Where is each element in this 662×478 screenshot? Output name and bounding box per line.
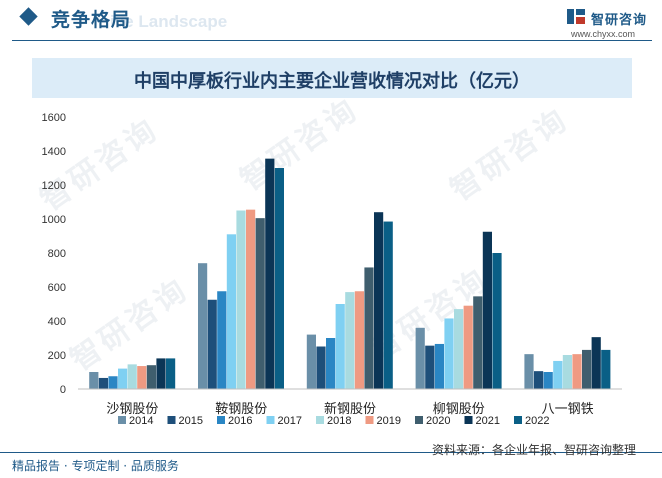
bar-2018	[345, 292, 355, 389]
bar-2020	[364, 267, 374, 389]
bar-2014	[306, 334, 316, 389]
bar-2022	[383, 221, 393, 389]
y-tick-label: 800	[48, 248, 66, 260]
bar-2015	[207, 299, 217, 389]
section-title-ghost: ive Landscape	[110, 12, 228, 31]
bar-2015	[425, 345, 435, 389]
y-tick-label: 1600	[42, 112, 66, 124]
x-category-label: 鞍钢股份	[215, 401, 267, 417]
section-title: 竞争格局	[51, 9, 132, 31]
bar-2016	[108, 376, 118, 389]
footer-slogan: 精品报告 · 专项定制 · 品质服务	[12, 459, 179, 473]
x-category-label: 八一钢铁	[542, 402, 594, 417]
bar-2021	[265, 158, 275, 389]
bar-2019	[137, 366, 147, 389]
x-category-label: 沙钢股份	[106, 402, 158, 417]
bar-2017	[118, 368, 128, 389]
legend-label: 2014	[129, 415, 153, 427]
legend-label: 2022	[525, 415, 549, 427]
bar-2016	[326, 338, 336, 389]
y-tick-label: 1200	[42, 180, 66, 192]
bar-2019	[354, 291, 364, 389]
legend-swatch	[464, 416, 473, 424]
data-source-note: 资料来源：各企业年报、智研咨询整理	[432, 443, 637, 457]
bar-2018	[562, 355, 572, 389]
bar-2017	[335, 304, 345, 389]
legend-label: 2021	[476, 415, 500, 427]
bar-2016	[543, 372, 553, 389]
page-footer: 精品报告 · 专项定制 · 品质服务	[0, 452, 662, 478]
legend-swatch	[415, 416, 423, 424]
legend-label: 2017	[278, 415, 302, 427]
bar-2020	[473, 296, 483, 389]
bar-2014	[524, 354, 534, 389]
y-tick-label: 200	[48, 350, 66, 362]
bar-2021	[374, 212, 384, 389]
bar-2015	[534, 371, 544, 389]
bar-2014	[89, 372, 99, 389]
revenue-bar-chart: 0 200 400 600 800 1000 1200 1400 1600 沙钢股份 鞍钢股份 新钢…	[42, 112, 622, 427]
x-category-label: 新钢股份	[324, 401, 376, 417]
legend-label: 2016	[228, 415, 252, 427]
legend-swatch	[167, 416, 176, 424]
bar-2019	[463, 305, 473, 389]
bar-2022	[492, 253, 502, 389]
bar-2015	[98, 377, 108, 389]
legend-swatch	[514, 416, 522, 424]
bar-2018	[454, 309, 464, 389]
bar-2019	[572, 354, 582, 389]
page-header: ive Landscape 竞争格局 智研咨询 www.chyxx.com	[0, 0, 662, 42]
bar-2018	[127, 364, 137, 389]
legend-swatch	[217, 416, 225, 424]
brand-name: 智研咨询	[591, 13, 648, 28]
bar-2016	[434, 343, 444, 389]
bar-2020	[582, 349, 592, 389]
legend-label: 2018	[327, 415, 351, 427]
bar-2020	[146, 365, 156, 389]
y-tick-label: 1000	[42, 214, 66, 226]
bar-2017	[553, 360, 563, 389]
bar-2017	[226, 234, 236, 389]
bar-2019	[246, 209, 256, 389]
bar-2015	[316, 346, 326, 389]
y-tick-label: 400	[48, 316, 66, 328]
bar-2014	[198, 263, 208, 389]
bar-2016	[217, 291, 227, 389]
bar-2017	[444, 318, 454, 389]
legend-label: 2019	[377, 415, 401, 427]
bar-2014	[415, 327, 425, 389]
y-tick-label: 0	[60, 384, 66, 396]
legend-label: 2020	[426, 415, 450, 427]
y-tick-label: 1400	[42, 146, 66, 158]
legend-swatch	[316, 416, 324, 424]
bar-2022	[601, 349, 611, 389]
brand-logo-icon	[567, 9, 585, 24]
legend-swatch	[266, 416, 275, 424]
bar-2022	[166, 358, 176, 389]
legend-swatch	[365, 416, 374, 424]
legend-label: 2015	[179, 415, 203, 427]
chart-title-band: 中国中厚板行业内主要企业营收情况对比（亿元）	[32, 58, 632, 98]
brand-url[interactable]: www.chyxx.com	[571, 29, 636, 39]
bar-2021	[482, 231, 492, 389]
x-category-label: 柳钢股份	[433, 402, 485, 417]
bar-2021	[591, 337, 601, 389]
bar-2018	[236, 210, 246, 389]
header-divider	[12, 40, 652, 41]
legend-swatch	[118, 416, 126, 424]
chart-title: 中国中厚板行业内主要企业营收情况对比（亿元）	[134, 71, 530, 92]
bar-2021	[156, 358, 166, 389]
y-tick-label: 600	[48, 282, 66, 294]
bar-2022	[274, 168, 284, 389]
bar-2020	[255, 218, 265, 389]
